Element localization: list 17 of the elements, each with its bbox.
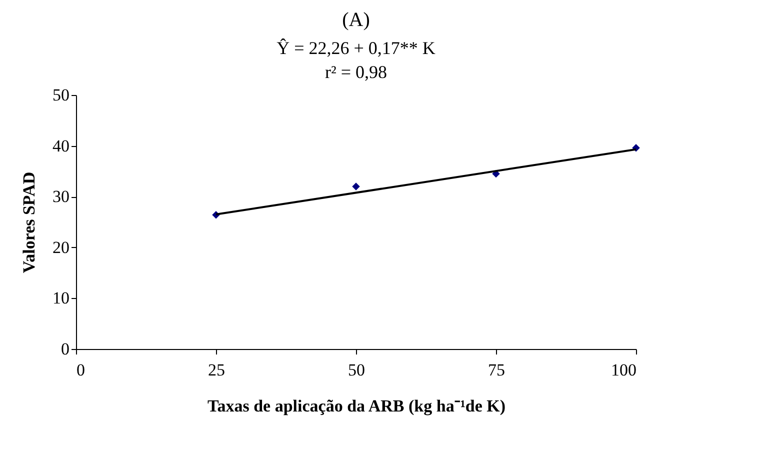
- chart-title: (A): [342, 9, 370, 31]
- y-tick-label: 30: [52, 187, 70, 206]
- text: r² = 0,98: [324, 62, 388, 82]
- x-tick-label: 75: [488, 360, 505, 380]
- y-tick-label: 40: [52, 136, 70, 156]
- y-tick-label: 20: [52, 238, 70, 257]
- point: [352, 182, 360, 190]
- x-tick-label: 50: [348, 360, 365, 380]
- x-tick-label: 100: [611, 360, 636, 380]
- text: Ŷ = 22,26 + 0,17** K: [276, 38, 436, 58]
- y-axis-title: Valores SPAD: [20, 172, 38, 274]
- y-tick-label: 10: [52, 288, 70, 308]
- x-tick-label: 25: [208, 360, 225, 380]
- x-axis-title: Taxas de aplicação da ARB (kg ha⁻¹de K): [207, 396, 506, 416]
- y-tick-label: 0: [61, 340, 70, 358]
- y-tick-label: 50: [52, 86, 70, 104]
- x-tick-label: 0: [76, 360, 85, 380]
